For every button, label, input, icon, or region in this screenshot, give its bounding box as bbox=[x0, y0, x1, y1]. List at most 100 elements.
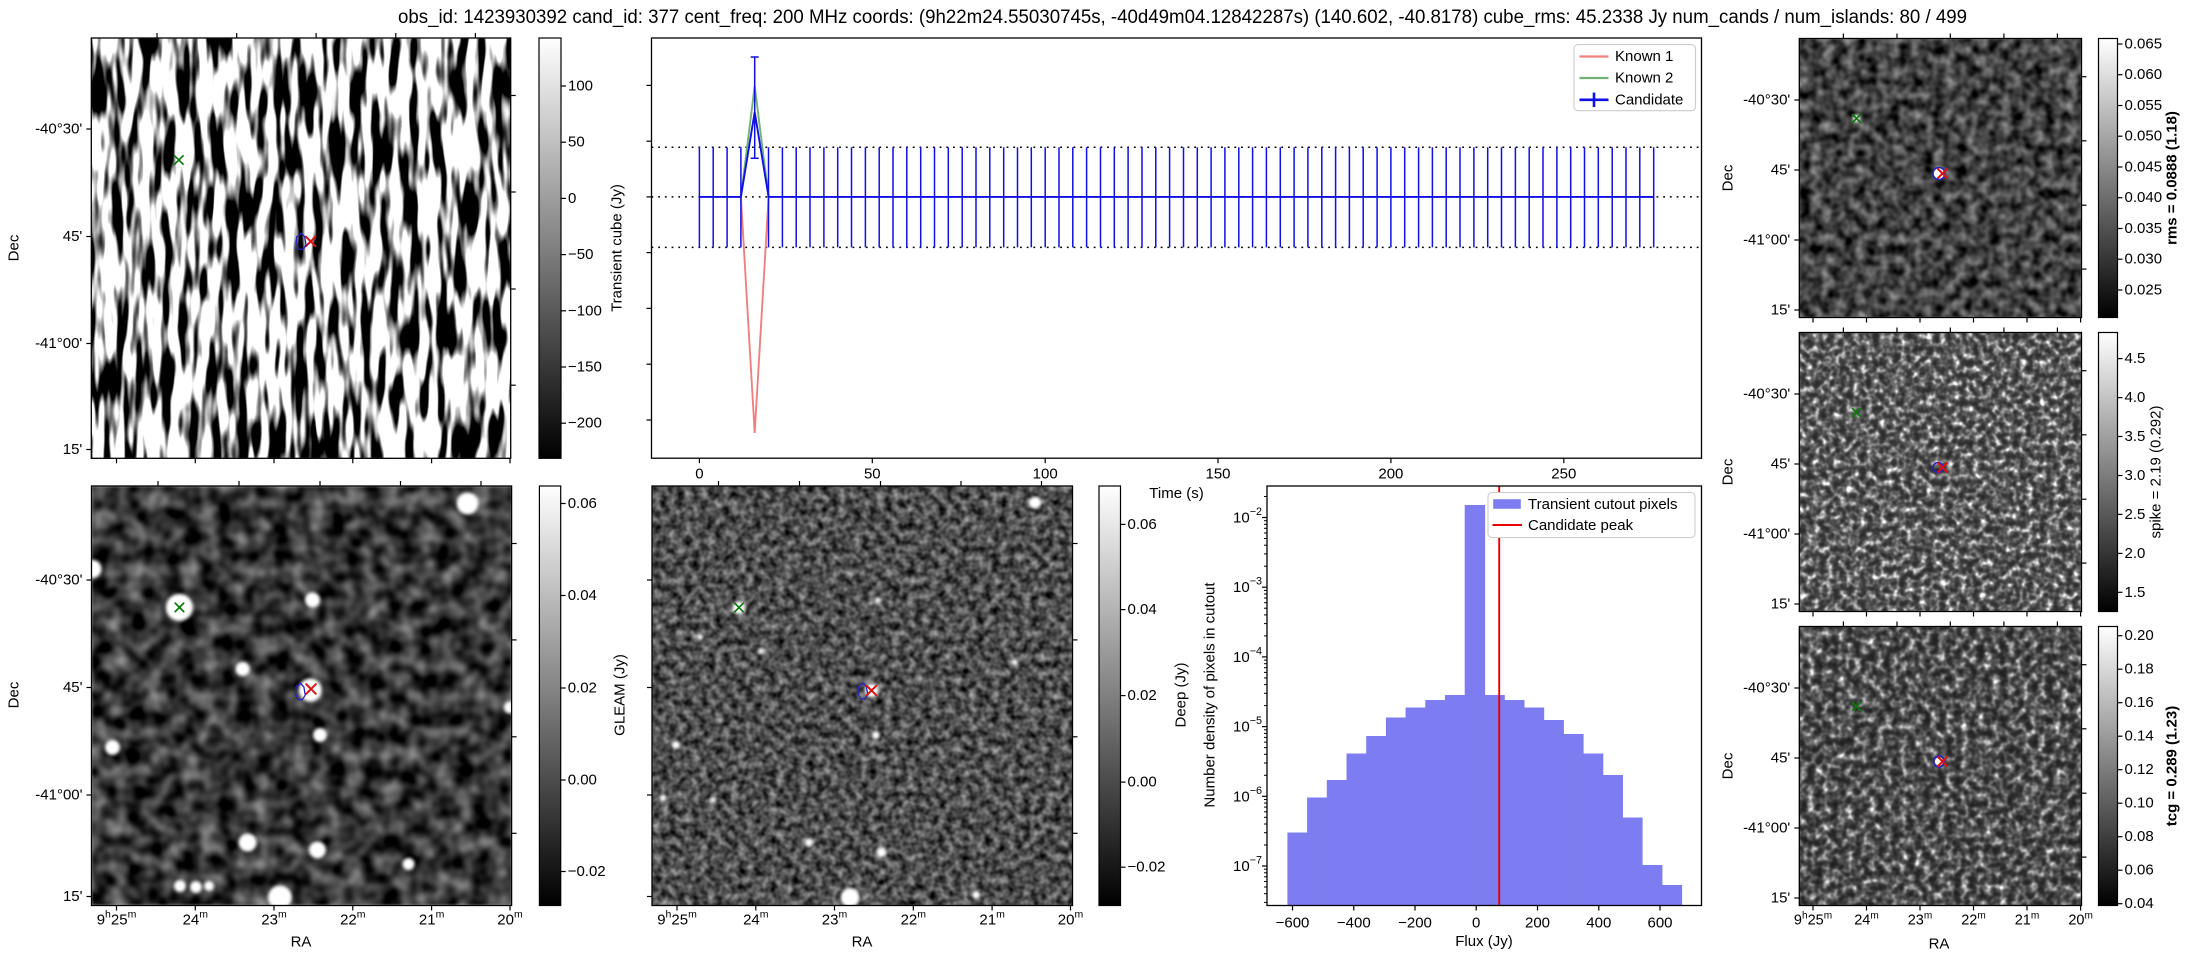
svg-text:250: 250 bbox=[1551, 465, 1576, 482]
svg-text:23m: 23m bbox=[1908, 910, 1933, 929]
svg-text:20m: 20m bbox=[1058, 909, 1084, 929]
svg-text:Dec: Dec bbox=[6, 234, 23, 261]
svg-text:4.5: 4.5 bbox=[2125, 350, 2146, 367]
svg-text:100: 100 bbox=[568, 78, 593, 95]
svg-text:10−7: 10−7 bbox=[1233, 855, 1262, 875]
svg-text:0.10: 0.10 bbox=[2125, 795, 2154, 812]
svg-text:−150: −150 bbox=[568, 359, 602, 376]
svg-text:2.5: 2.5 bbox=[2125, 506, 2146, 523]
svg-text:20m: 20m bbox=[2068, 910, 2093, 929]
svg-text:−0.02: −0.02 bbox=[568, 863, 606, 880]
svg-text:15': 15' bbox=[1771, 596, 1791, 613]
svg-text:0.04: 0.04 bbox=[2125, 895, 2154, 912]
svg-text:-41°00': -41°00' bbox=[1743, 526, 1790, 543]
svg-text:1.5: 1.5 bbox=[2125, 584, 2146, 601]
svg-text:-41°00': -41°00' bbox=[35, 787, 82, 804]
svg-text:0.12: 0.12 bbox=[2125, 761, 2154, 778]
svg-text:0.045: 0.045 bbox=[2125, 159, 2163, 176]
svg-text:Candidate: Candidate bbox=[1615, 91, 1683, 108]
svg-text:0.20: 0.20 bbox=[2125, 627, 2154, 644]
svg-text:Flux (Jy): Flux (Jy) bbox=[1455, 933, 1513, 950]
svg-text:0.02: 0.02 bbox=[568, 680, 597, 697]
svg-text:0.060: 0.060 bbox=[2125, 66, 2163, 83]
svg-text:9h25m: 9h25m bbox=[1794, 910, 1832, 929]
svg-text:Dec: Dec bbox=[6, 681, 23, 708]
svg-text:10−3: 10−3 bbox=[1233, 576, 1262, 596]
svg-text:50: 50 bbox=[864, 465, 881, 482]
svg-text:200: 200 bbox=[1525, 914, 1550, 931]
svg-text:Known 2: Known 2 bbox=[1615, 70, 1673, 87]
svg-text:−600: −600 bbox=[1276, 914, 1310, 931]
svg-text:0.04: 0.04 bbox=[568, 587, 597, 604]
svg-text:10−5: 10−5 bbox=[1233, 715, 1262, 735]
svg-text:15': 15' bbox=[1771, 302, 1791, 319]
svg-text:0.06: 0.06 bbox=[568, 495, 597, 512]
svg-text:15': 15' bbox=[1771, 890, 1791, 907]
svg-text:spike = 2.19 (0.292): spike = 2.19 (0.292) bbox=[2148, 405, 2165, 538]
svg-text:-41°00': -41°00' bbox=[1743, 232, 1790, 249]
svg-text:0.055: 0.055 bbox=[2125, 97, 2163, 114]
svg-text:21m: 21m bbox=[2015, 910, 2040, 929]
svg-text:0.06: 0.06 bbox=[2125, 862, 2154, 879]
svg-text:150: 150 bbox=[1205, 465, 1230, 482]
svg-text:Dec: Dec bbox=[1720, 164, 1737, 191]
svg-text:10−6: 10−6 bbox=[1233, 785, 1262, 805]
svg-text:45': 45' bbox=[1771, 456, 1791, 473]
svg-text:0.06: 0.06 bbox=[1128, 516, 1157, 533]
svg-text:600: 600 bbox=[1647, 914, 1672, 931]
svg-text:22m: 22m bbox=[901, 909, 927, 929]
svg-text:2.0: 2.0 bbox=[2125, 545, 2146, 562]
svg-text:−200: −200 bbox=[568, 415, 602, 432]
svg-text:0.065: 0.065 bbox=[2125, 36, 2163, 53]
svg-text:50: 50 bbox=[568, 134, 585, 151]
svg-text:0.02: 0.02 bbox=[1128, 687, 1157, 704]
svg-text:45': 45' bbox=[1771, 750, 1791, 767]
svg-text:45': 45' bbox=[63, 228, 83, 245]
svg-text:24m: 24m bbox=[743, 909, 769, 929]
svg-text:tcg = 0.289 (1.23): tcg = 0.289 (1.23) bbox=[2164, 706, 2181, 826]
svg-text:0: 0 bbox=[695, 465, 703, 482]
svg-text:15': 15' bbox=[63, 441, 83, 458]
svg-text:Time (s): Time (s) bbox=[1149, 485, 1203, 502]
svg-text:3.0: 3.0 bbox=[2125, 467, 2146, 484]
svg-text:10−2: 10−2 bbox=[1233, 506, 1262, 526]
svg-text:−400: −400 bbox=[1337, 914, 1371, 931]
svg-text:0.08: 0.08 bbox=[2125, 828, 2154, 845]
svg-text:−100: −100 bbox=[568, 302, 602, 319]
svg-text:24m: 24m bbox=[183, 909, 209, 929]
svg-text:GLEAM (Jy): GLEAM (Jy) bbox=[612, 654, 629, 736]
svg-text:23m: 23m bbox=[822, 909, 848, 929]
svg-text:21m: 21m bbox=[979, 909, 1005, 929]
svg-text:−50: −50 bbox=[568, 246, 593, 263]
svg-text:400: 400 bbox=[1586, 914, 1611, 931]
svg-text:Deep (Jy): Deep (Jy) bbox=[1173, 662, 1190, 727]
svg-text:Dec: Dec bbox=[1720, 752, 1737, 779]
svg-text:Dec: Dec bbox=[1720, 458, 1737, 485]
svg-text:RA: RA bbox=[852, 934, 873, 951]
svg-text:23m: 23m bbox=[261, 909, 287, 929]
svg-text:Known 1: Known 1 bbox=[1615, 48, 1673, 65]
svg-text:Transient cutout pixels: Transient cutout pixels bbox=[1528, 496, 1678, 513]
svg-text:RA: RA bbox=[291, 934, 312, 951]
svg-text:-41°00': -41°00' bbox=[1743, 820, 1790, 837]
svg-text:0.00: 0.00 bbox=[1128, 774, 1157, 791]
svg-text:-40°30': -40°30' bbox=[1743, 680, 1790, 697]
svg-text:0.00: 0.00 bbox=[568, 772, 597, 789]
svg-text:0.04: 0.04 bbox=[1128, 601, 1157, 618]
svg-text:9h25m: 9h25m bbox=[657, 909, 697, 929]
svg-text:-40°30': -40°30' bbox=[35, 572, 82, 589]
svg-text:0.18: 0.18 bbox=[2125, 661, 2154, 678]
svg-text:21m: 21m bbox=[419, 909, 445, 929]
svg-text:22m: 22m bbox=[340, 909, 366, 929]
svg-text:Transient cube (Jy): Transient cube (Jy) bbox=[609, 184, 626, 312]
svg-text:0: 0 bbox=[1472, 914, 1480, 931]
svg-text:20m: 20m bbox=[497, 909, 523, 929]
svg-text:45': 45' bbox=[63, 679, 83, 696]
svg-text:Candidate peak: Candidate peak bbox=[1528, 517, 1634, 534]
svg-text:0.025: 0.025 bbox=[2125, 282, 2163, 299]
svg-text:200: 200 bbox=[1378, 465, 1403, 482]
svg-text:3.5: 3.5 bbox=[2125, 428, 2146, 445]
svg-text:-41°00': -41°00' bbox=[35, 335, 82, 352]
svg-text:-40°30': -40°30' bbox=[35, 121, 82, 138]
svg-text:4.0: 4.0 bbox=[2125, 389, 2146, 406]
